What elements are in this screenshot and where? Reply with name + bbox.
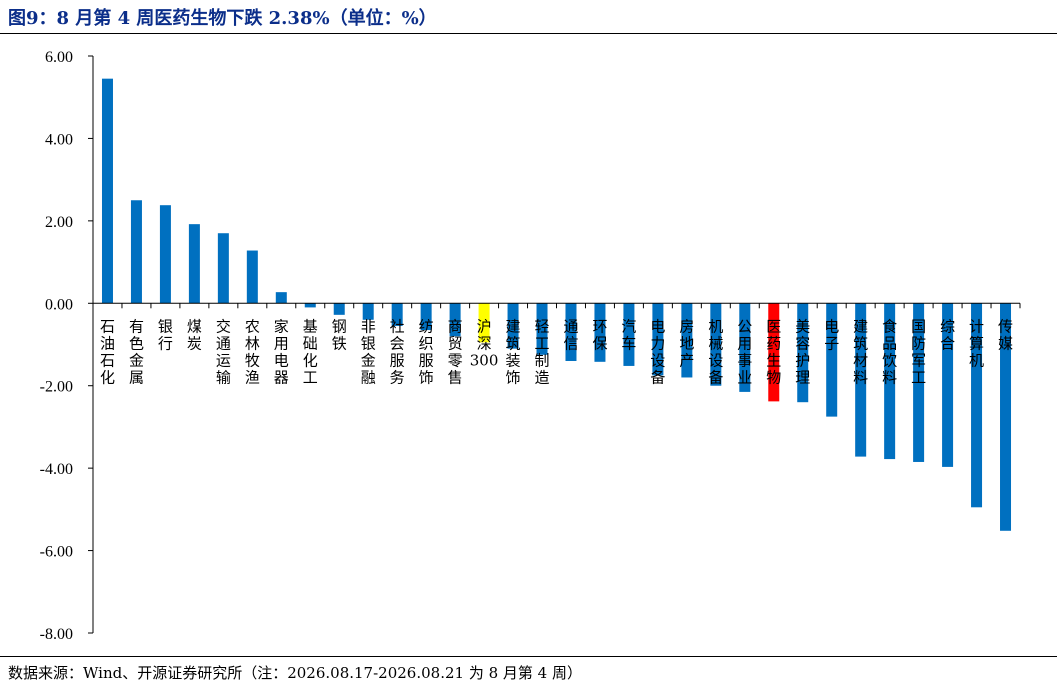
top-rule bbox=[0, 33, 1057, 34]
x-tick-label: 建筑材料 bbox=[853, 317, 868, 386]
bar bbox=[855, 303, 867, 457]
x-tick-label: 银行 bbox=[158, 317, 173, 352]
bar bbox=[333, 303, 345, 315]
bar bbox=[942, 303, 954, 467]
bar bbox=[652, 303, 664, 376]
x-tick-label: 国防军工 bbox=[911, 317, 926, 386]
x-tick-label: 房地产 bbox=[679, 317, 694, 369]
bar bbox=[362, 303, 374, 320]
x-tick-label: 有色金属 bbox=[129, 317, 144, 386]
x-tick-label: 电子 bbox=[824, 317, 839, 352]
bar bbox=[507, 303, 519, 349]
bar bbox=[275, 292, 287, 304]
y-axis: 6.00 4.00 2.00 0.00 -2.00 -4.00 -6.00 -8.00 bbox=[40, 49, 94, 643]
bar bbox=[594, 303, 606, 362]
bar bbox=[565, 303, 577, 361]
x-tick-label: 环保 bbox=[592, 317, 607, 352]
x-axis bbox=[92, 302, 1021, 309]
y-tick-label: 2.00 bbox=[45, 214, 73, 231]
x-tick-label: 医药生物 bbox=[766, 317, 781, 386]
bar bbox=[884, 303, 896, 460]
bars bbox=[101, 78, 1012, 531]
y-tick-label: -6.00 bbox=[40, 544, 73, 561]
bar bbox=[797, 303, 809, 403]
bottom-rule bbox=[0, 656, 1057, 657]
x-tick-label: 电力设备 bbox=[650, 317, 665, 386]
x-tick-label: 综合 bbox=[940, 317, 955, 352]
bar bbox=[188, 224, 200, 304]
y-tick-label: -2.00 bbox=[40, 379, 73, 396]
bar bbox=[101, 78, 113, 304]
bar bbox=[826, 303, 838, 417]
x-tick-label: 家用电器 bbox=[274, 317, 289, 386]
y-tick-label: 4.00 bbox=[45, 131, 73, 148]
x-tick-label: 食品饮料 bbox=[882, 317, 897, 386]
bar bbox=[246, 250, 258, 304]
x-tick-label: 社会服务 bbox=[390, 317, 405, 386]
source-note: 数据来源：Wind、开源证券研究所（注：2026.08.17-2026.08.2… bbox=[8, 664, 582, 682]
y-tick-label: -4.00 bbox=[40, 461, 73, 478]
y-tick-label: -8.00 bbox=[40, 626, 73, 643]
x-tick-label: 轻工制造 bbox=[535, 317, 550, 386]
x-tick-label: 石油石化 bbox=[100, 317, 115, 386]
x-tick-label: 汽车 bbox=[621, 317, 636, 352]
x-tick-label: 煤炭 bbox=[187, 317, 202, 352]
x-tick-label: 计算机 bbox=[969, 317, 984, 369]
bar bbox=[710, 303, 722, 386]
x-tick-label: 通信 bbox=[563, 317, 578, 352]
x-tick-label: 沪深 300 bbox=[470, 317, 499, 369]
x-tick-label: 钢铁 bbox=[332, 317, 347, 352]
x-tick-label: 商贸零售 bbox=[448, 317, 463, 386]
x-tick-label: 美容护理 bbox=[795, 317, 810, 386]
x-tick-label: 机械设备 bbox=[708, 317, 723, 386]
bar bbox=[623, 303, 635, 366]
x-tick-label: 农林牧渔 bbox=[245, 317, 260, 386]
y-tick-label: 6.00 bbox=[45, 49, 73, 66]
x-tick-label: 公用事业 bbox=[737, 317, 752, 386]
x-tick-label: 传媒 bbox=[998, 317, 1013, 352]
x-tick-label: 交通运输 bbox=[216, 317, 231, 386]
bar bbox=[971, 303, 983, 508]
bar bbox=[420, 303, 432, 331]
bar bbox=[768, 303, 780, 402]
bar bbox=[478, 303, 490, 343]
bar bbox=[217, 233, 229, 304]
bar bbox=[391, 303, 403, 326]
bar bbox=[681, 303, 693, 378]
bar bbox=[536, 303, 548, 355]
bar bbox=[159, 205, 171, 304]
bar bbox=[739, 303, 751, 392]
bar bbox=[130, 200, 142, 304]
x-tick-label: 建筑装饰 bbox=[506, 317, 521, 386]
y-tick-label: 0.00 bbox=[45, 296, 73, 313]
bar bbox=[449, 303, 461, 337]
x-tick-labels: 石油石化有色金属银行煤炭交通运输农林牧渔家用电器基础化工钢铁非银金融社会服务纺织… bbox=[100, 317, 1013, 386]
chart-title: 图9：8 月第 4 周医药生物下跌 2.38%（单位：%） bbox=[8, 8, 437, 29]
bar bbox=[304, 303, 316, 308]
x-tick-label: 基础化工 bbox=[303, 317, 318, 386]
x-tick-label: 非银金融 bbox=[361, 317, 376, 386]
bar bbox=[1000, 303, 1012, 531]
bar bbox=[913, 303, 925, 462]
x-tick-label: 纺织服饰 bbox=[419, 317, 434, 386]
bar-chart: 6.00 4.00 2.00 0.00 -2.00 -4.00 -6.00 -8.00 石油石… bbox=[40, 49, 1021, 643]
